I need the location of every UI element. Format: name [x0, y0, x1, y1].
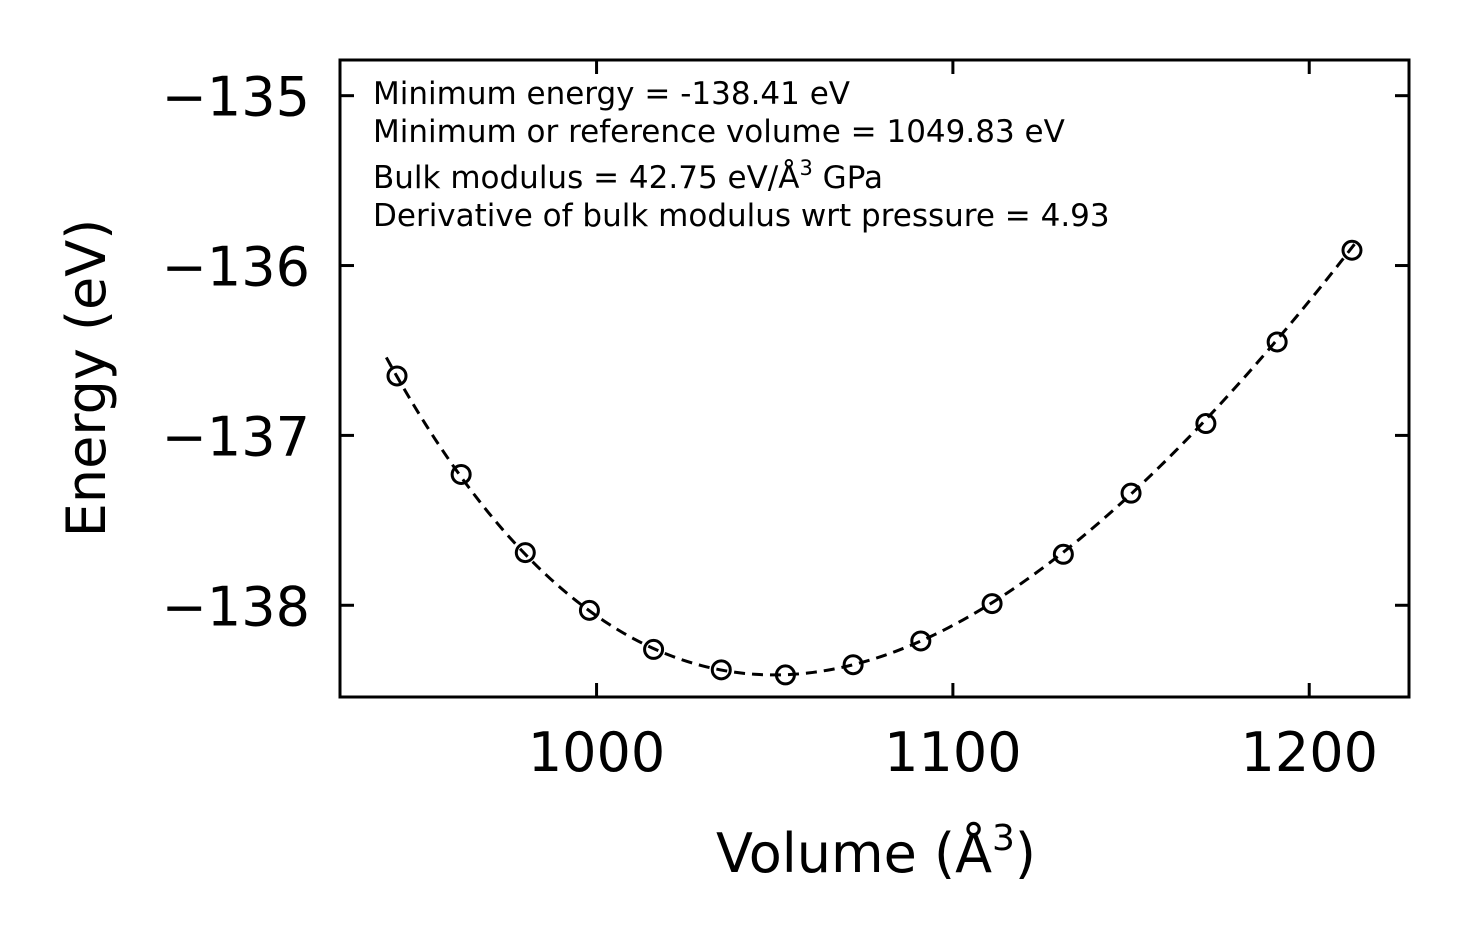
data-point: [1341, 239, 1363, 261]
x-axis-label-sup: 3: [992, 818, 1015, 859]
plot-area: [385, 239, 1363, 686]
data-points: [386, 239, 1363, 686]
annotation-min-energy: Minimum energy = -138.41 eV: [373, 76, 850, 112]
y-tick-label: −135: [162, 66, 310, 129]
data-point: [450, 463, 472, 485]
data-point: [643, 638, 665, 660]
data-point: [842, 654, 864, 676]
annotation-box: Minimum energy = -138.41 eV Minimum or r…: [373, 76, 1110, 234]
data-point: [578, 599, 600, 621]
data-point: [710, 659, 732, 681]
y-tick-label: −138: [162, 575, 310, 638]
fit-curve: [385, 241, 1357, 677]
y-tick-label: −137: [162, 405, 310, 468]
annotation-bulk-derivative: Derivative of bulk modulus wrt pressure …: [373, 198, 1110, 234]
data-point: [1195, 413, 1217, 435]
axis-ticks: 1000 1100 1200 −135 −136 −137 −138: [162, 60, 1409, 784]
data-point: [774, 664, 796, 686]
data-point: [981, 593, 1003, 615]
annotation-bulk-modulus-text: Bulk modulus = 42.75 eV/Å: [373, 160, 799, 196]
data-point: [1052, 543, 1074, 565]
annotation-bulk-modulus-unit: GPa: [813, 160, 883, 196]
data-point: [910, 630, 932, 652]
annotation-bulk-modulus-sup: 3: [799, 156, 812, 180]
data-point: [1120, 482, 1142, 504]
x-tick-label: 1200: [1241, 721, 1378, 784]
x-axis-label-text: Volume (Å: [716, 821, 992, 885]
x-axis-label-end: ): [1015, 822, 1036, 885]
x-tick-label: 1000: [528, 721, 665, 784]
x-tick-label: 1100: [884, 721, 1021, 784]
data-point: [514, 542, 536, 564]
annotation-ref-volume: Minimum or reference volume = 1049.83 eV: [373, 114, 1065, 150]
annotation-bulk-modulus: Bulk modulus = 42.75 eV/Å3 GPa: [373, 156, 883, 196]
y-axis-label: Energy (eV): [55, 219, 118, 538]
data-point: [386, 365, 408, 387]
data-point: [1266, 331, 1288, 353]
x-axis-label: Volume (Å3): [716, 818, 1036, 885]
y-tick-label: −136: [162, 236, 310, 299]
plot-frame: [338, 58, 1411, 699]
